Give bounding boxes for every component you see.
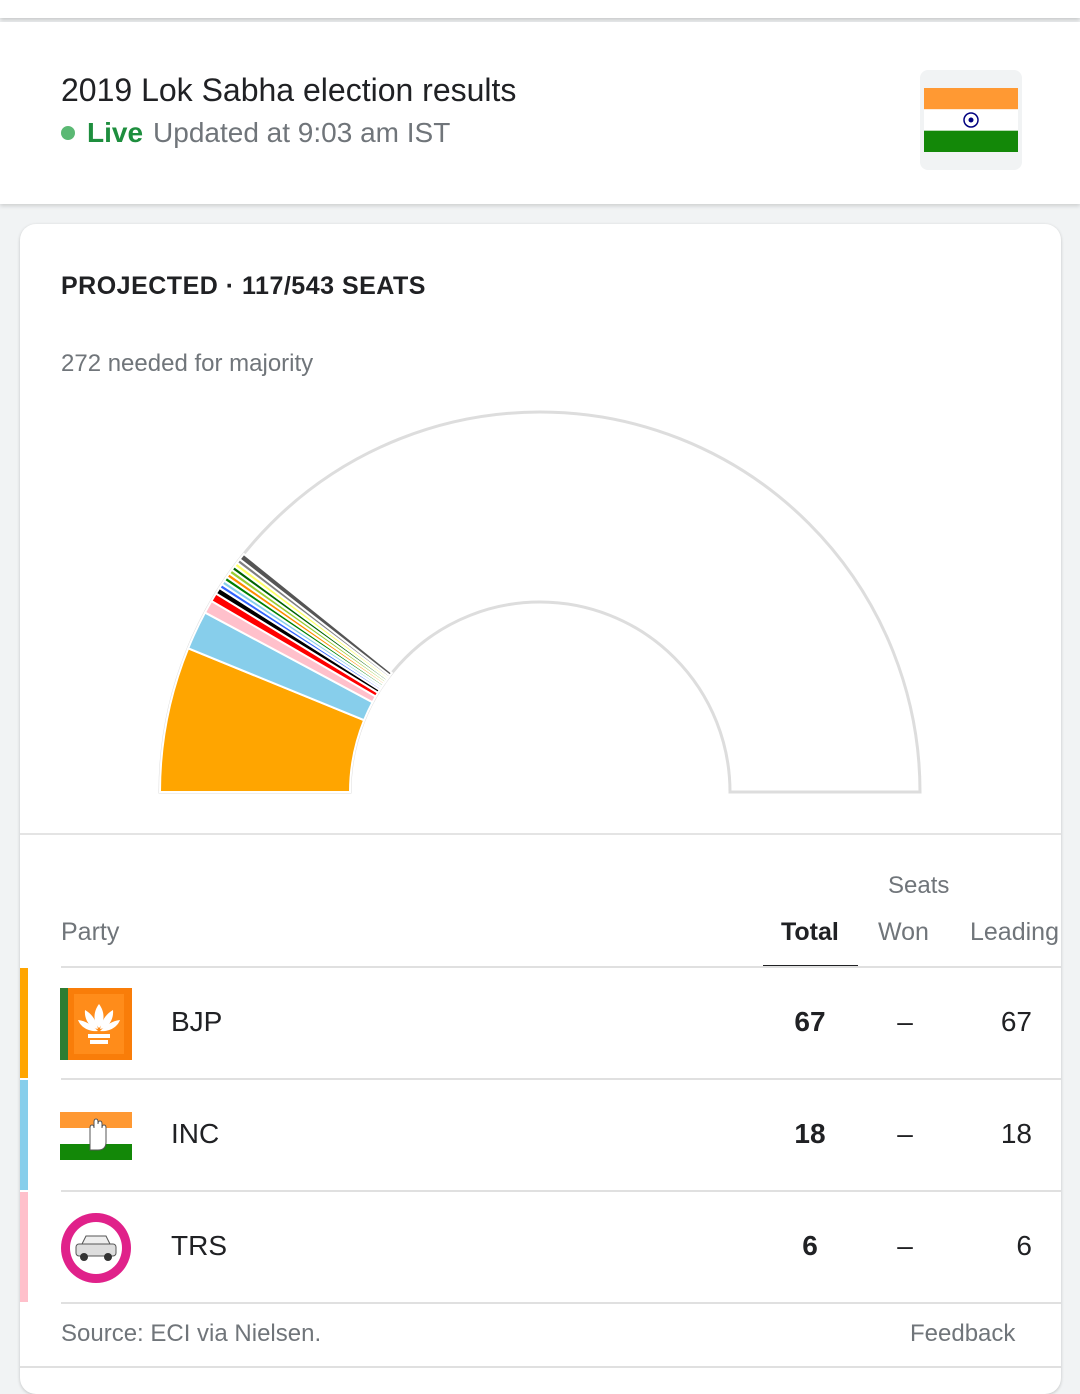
majority-label: 272 needed for majority	[61, 350, 314, 377]
updated-text: Updated at 9:03 am IST	[153, 117, 451, 148]
row-divider	[61, 1078, 1061, 1080]
party-name: INC	[171, 1118, 220, 1149]
live-dot-icon	[61, 126, 75, 140]
inc-hand-flag-logo-icon	[60, 1100, 132, 1172]
party-won: –	[897, 1230, 913, 1261]
party-leading: 67	[1000, 1006, 1032, 1037]
header-divider	[61, 966, 1061, 968]
divider	[20, 833, 1061, 835]
party-total: 67	[794, 1006, 826, 1037]
live-label: Live	[87, 117, 144, 148]
projected-seats-label: PROJECTED · 117/543 SEATS	[61, 272, 426, 300]
table-row[interactable]: TRS 6 – 6	[20, 1192, 1061, 1304]
party-won: –	[897, 1006, 913, 1037]
seat-projection-card: PROJECTED · 117/543 SEATS 272 needed for…	[20, 224, 1061, 1394]
row-divider	[61, 1190, 1061, 1192]
india-flag-icon	[920, 70, 1022, 170]
tab-total[interactable]: Total	[781, 918, 839, 946]
tab-won[interactable]: Won	[878, 918, 929, 946]
party-leading: 6	[1016, 1230, 1032, 1261]
party-name: BJP	[171, 1006, 223, 1037]
footer-divider	[20, 1366, 1061, 1368]
page-title: 2019 Lok Sabha election results	[61, 72, 517, 108]
live-status: Live Updated at 9:03 am IST	[61, 117, 450, 149]
party-color-stripe	[20, 1192, 28, 1302]
bjp-lotus-logo-icon	[60, 988, 132, 1060]
feedback-link[interactable]: Feedback	[910, 1320, 1016, 1347]
table-row[interactable]: INC 18 – 18	[20, 1080, 1061, 1192]
table-row[interactable]: BJP 67 – 67	[20, 968, 1061, 1080]
party-total: 18	[794, 1118, 826, 1149]
tab-leading[interactable]: Leading	[970, 918, 1059, 946]
party-color-stripe	[20, 1080, 28, 1190]
seat-segment-other-13	[238, 552, 394, 677]
party-name: TRS	[171, 1230, 227, 1261]
seat-semicircle-chart	[158, 410, 922, 794]
trs-car-logo-icon	[60, 1212, 132, 1284]
seats-column-group-header: Seats	[888, 872, 950, 899]
party-color-stripe	[20, 968, 28, 1078]
results-header-card[interactable]: 2019 Lok Sabha election results Live Upd…	[0, 22, 1080, 204]
party-leading: 18	[1000, 1118, 1032, 1149]
party-total: 6	[802, 1230, 818, 1261]
party-won: –	[897, 1118, 913, 1149]
party-column-header: Party	[61, 918, 120, 946]
top-strip	[0, 0, 1080, 18]
row-divider	[61, 1302, 1061, 1304]
source-note: Source: ECI via Nielsen.	[61, 1320, 322, 1347]
